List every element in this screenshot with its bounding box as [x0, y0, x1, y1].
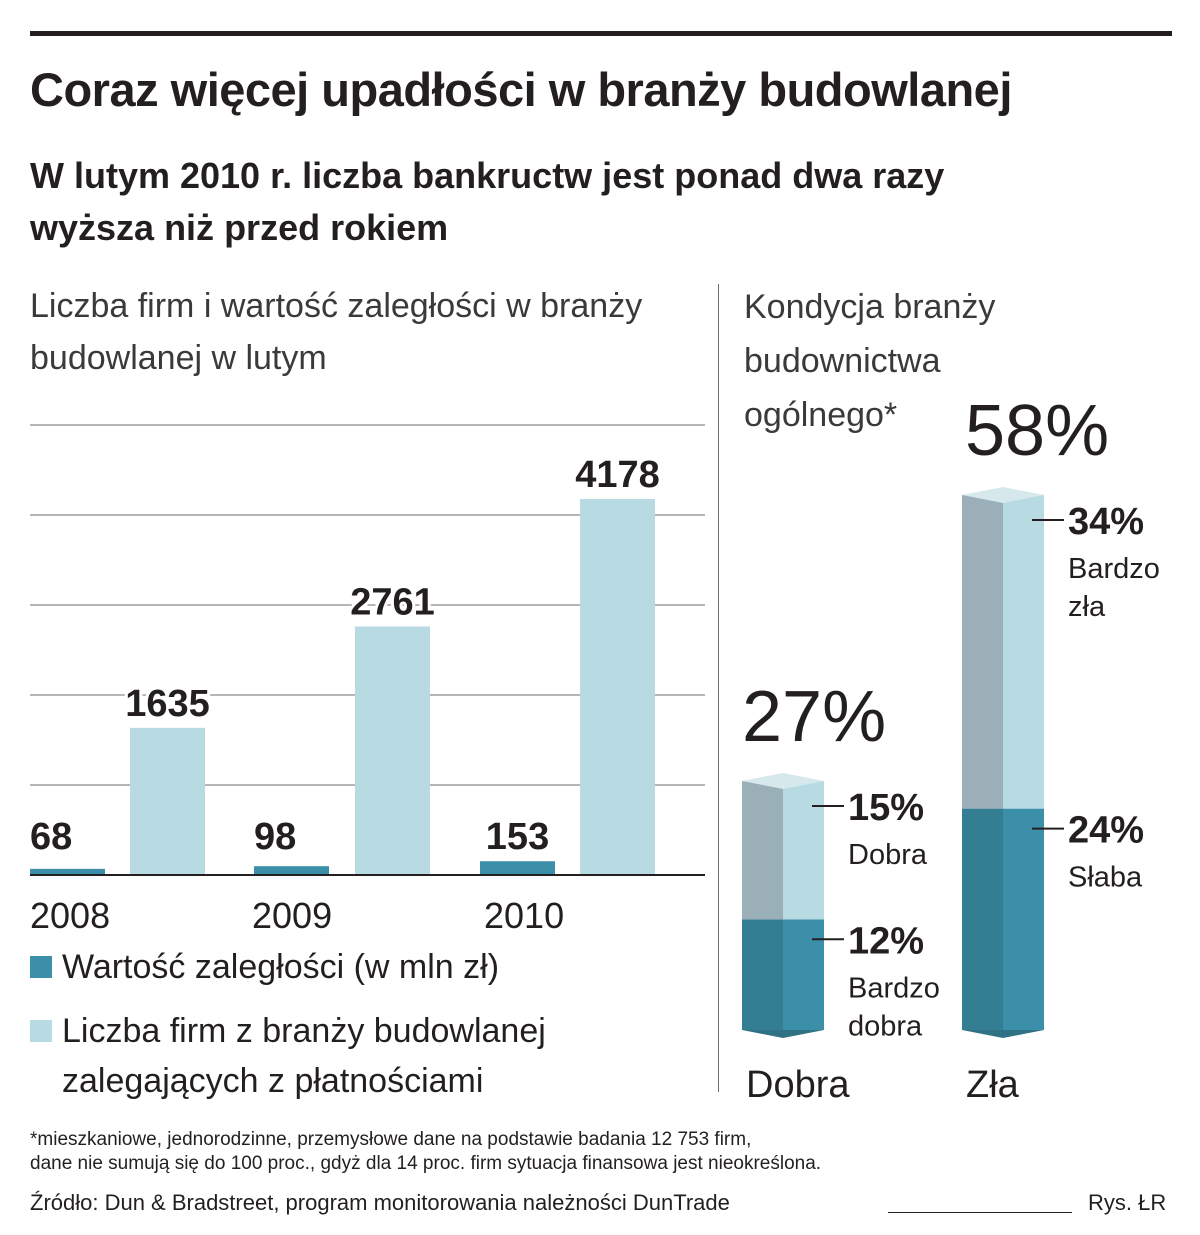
stack-segment-upper-right	[783, 780, 824, 920]
stack-segment-lower-right	[783, 919, 824, 1030]
category-label: Zła	[966, 1064, 1020, 1106]
stack-segment-upper-right	[1003, 495, 1044, 809]
data-label-light: 2761	[350, 582, 435, 624]
data-label-light: 1635	[125, 683, 210, 725]
stack-segment-upper-left	[742, 780, 783, 920]
stack-segment-lower-right	[1003, 808, 1044, 1030]
category-label: Dobra	[746, 1064, 850, 1106]
illustration-credit: Rys. ŁR	[1088, 1190, 1167, 1215]
data-label-dark: 153	[486, 816, 549, 858]
legend-label-light-line1: Liczba firm z branży budowlanej	[62, 1012, 546, 1050]
column-divider	[718, 284, 719, 1092]
bar-dark	[254, 866, 329, 875]
segment-name-label: Bardzo	[848, 972, 940, 1004]
column-bottom-face	[962, 1030, 1044, 1038]
segment-value-label: 24%	[1068, 810, 1144, 852]
segment-name-label: Słaba	[1068, 862, 1143, 894]
segment-value-label: 15%	[848, 787, 924, 829]
footnote: *mieszkaniowe, jednorodzinne, przemysłow…	[30, 1128, 1180, 1176]
legend-swatch-dark	[30, 956, 52, 978]
bar-dark	[30, 868, 105, 875]
x-tick-label: 2009	[252, 895, 332, 936]
segment-name-label-cont: zła	[1068, 591, 1106, 623]
legend-swatch-light	[30, 1020, 52, 1042]
right-chart-heading: Kondycja branży budownictwa ogólnego*	[744, 288, 996, 434]
chart-title: Coraz więcej upadłości w branży budowlan…	[30, 63, 1012, 116]
chart-subtitle: W lutym 2010 r. liczba bankructw jest po…	[30, 155, 945, 248]
stack-segment-upper-left	[962, 495, 1003, 809]
segment-name-label: Dobra	[848, 839, 928, 871]
x-tick-label: 2010	[484, 895, 564, 936]
data-label-light: 4178	[575, 454, 660, 496]
column-bottom-face	[742, 1030, 824, 1038]
bar-dark	[480, 861, 555, 875]
source-note: Źródło: Dun & Bradstreet, program monito…	[30, 1190, 730, 1215]
segment-name-label: Bardzo	[1068, 553, 1160, 585]
column-top-face	[962, 487, 1044, 503]
top-rule	[30, 31, 1172, 36]
stack-segment-lower-left	[742, 919, 783, 1030]
segment-name-label-cont: dobra	[848, 1010, 923, 1042]
total-label: 58%	[965, 391, 1109, 471]
legend-label-dark: Wartość zaległości (w mln zł)	[62, 948, 500, 986]
bar-light	[580, 498, 655, 875]
stack-segment-lower-left	[962, 808, 1003, 1030]
data-label-dark: 68	[30, 816, 72, 858]
column-top-face	[742, 772, 824, 789]
footnote-line-2: dane nie sumują się do 100 proc., gdyż d…	[30, 1153, 822, 1174]
data-label-dark: 98	[254, 816, 296, 858]
total-label: 27%	[742, 677, 886, 757]
x-tick-label: 2008	[30, 895, 110, 936]
segment-value-label: 34%	[1068, 501, 1144, 543]
bar-light	[355, 626, 430, 875]
legend-label-light-line2: zalegających z płatnościami	[62, 1062, 484, 1100]
left-chart-heading: Liczba firm i wartość zaległości w branż…	[30, 287, 643, 377]
source-rule	[888, 1212, 1072, 1213]
bar-light	[130, 727, 205, 875]
segment-value-label: 12%	[848, 920, 924, 962]
footnote-line-1: *mieszkaniowe, jednorodzinne, przemysłow…	[30, 1129, 752, 1150]
